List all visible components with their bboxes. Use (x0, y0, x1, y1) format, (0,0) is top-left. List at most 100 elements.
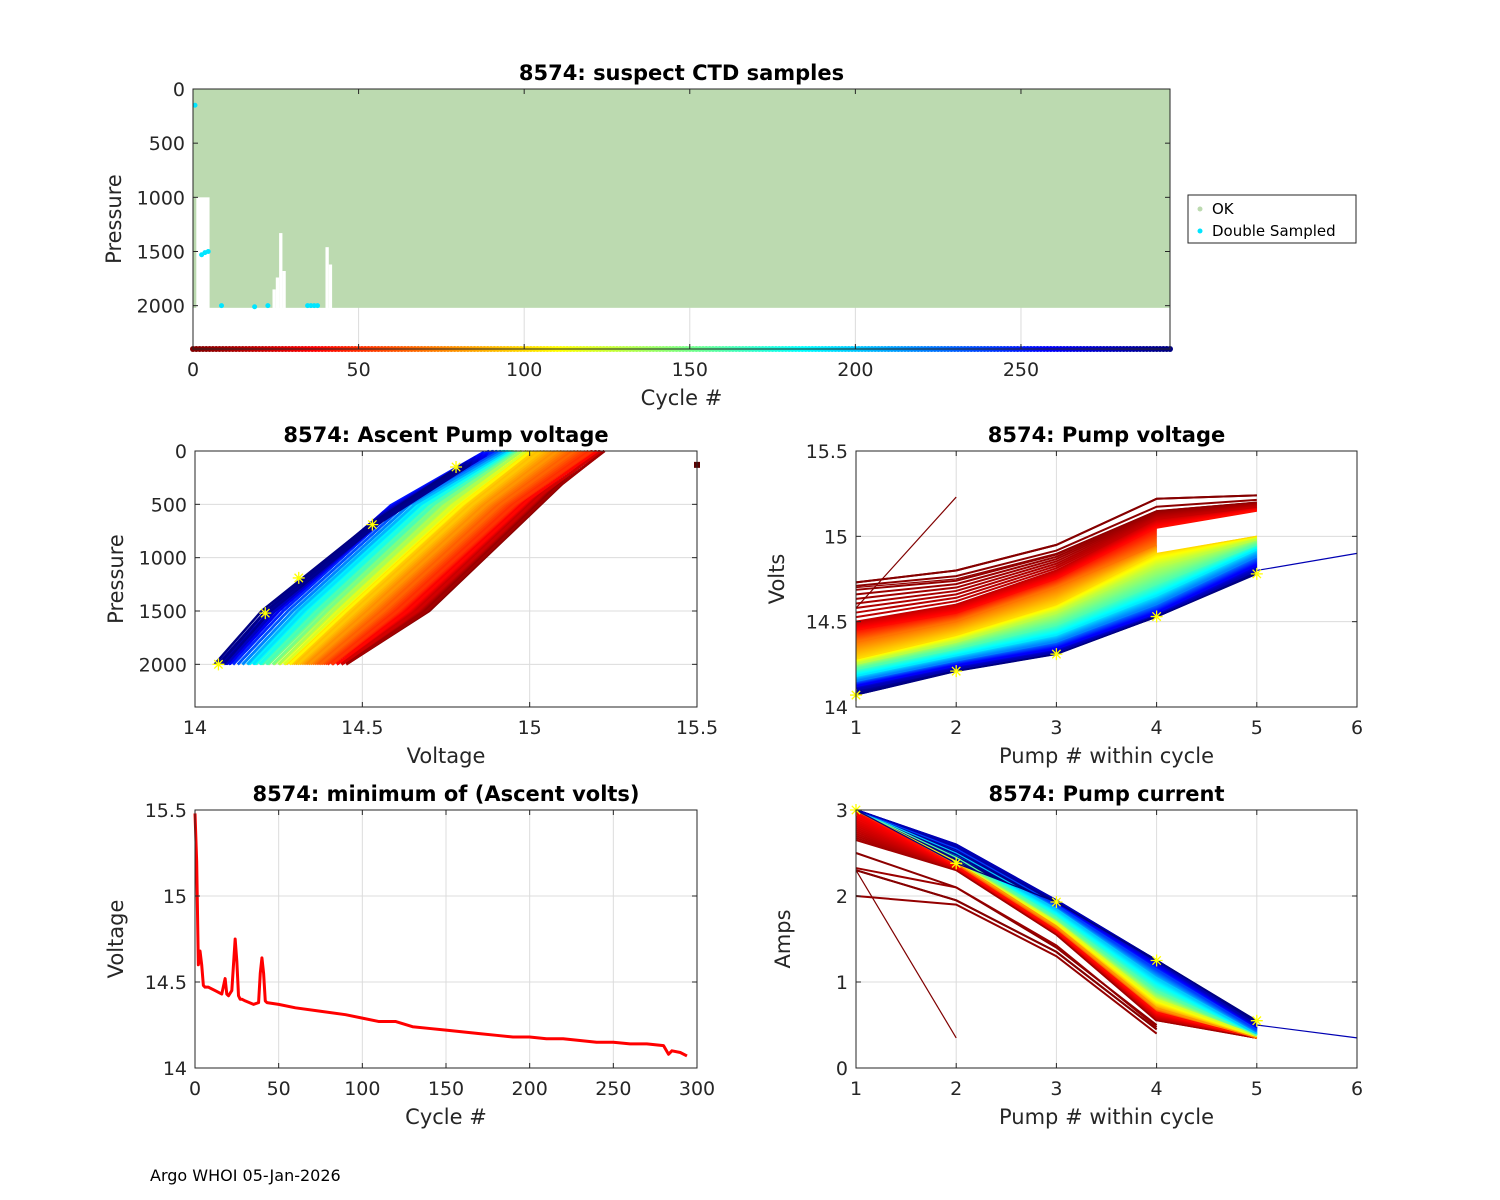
footer-credit: Argo WHOI 05-Jan-2026 (150, 1166, 341, 1185)
profile-line (298, 450, 546, 666)
legend: OK Double Sampled (1187, 194, 1357, 244)
x-tick-label: 14.5 (341, 717, 383, 739)
profile-line (324, 449, 586, 666)
profile-line (304, 449, 556, 666)
latest-cycle-marker (950, 665, 963, 678)
x-axis-label: Voltage (407, 744, 486, 768)
y-tick-label: 0 (836, 1058, 848, 1080)
profile-line (222, 464, 471, 666)
pump-series-160 (855, 809, 1258, 1036)
chart-suspect-ctd: 0 50 100 150 200 250 0 500 1000 1500 2000 8574: sus… (102, 61, 1173, 410)
y-tick-label: 14 (163, 1058, 187, 1080)
profile-line (313, 449, 569, 666)
pump-series-2 (855, 869, 1157, 1030)
profile-line (330, 449, 593, 666)
x-tick-label: 200 (512, 1078, 548, 1100)
profile-line (252, 449, 510, 666)
profile-line (345, 450, 606, 666)
axes-box (855, 809, 1358, 1069)
chart-pump-voltage: 1 2 3 4 5 6 14 14.5 15 15.5 8574: Pump voltage Pump… (765, 423, 1363, 768)
profile-line (246, 449, 506, 666)
profile-lines (213, 449, 606, 666)
pump-series-4 (855, 852, 1157, 1026)
profile-line (307, 450, 559, 666)
profile-line (292, 450, 539, 666)
x-tick-label: 2 (950, 1078, 962, 1100)
profile-line (322, 449, 583, 666)
y-tick-label: 3 (836, 800, 848, 822)
y-axis-label: Volts (765, 554, 789, 605)
x-tick-label: 250 (595, 1078, 631, 1100)
latest-cycle-marker (1150, 954, 1163, 967)
legend-marker (1197, 206, 1203, 212)
short-profile-gap (279, 233, 283, 309)
y-tick-label: 2000 (137, 296, 185, 318)
y-axis-label: Amps (771, 909, 795, 968)
chart-title: 8574: minimum of (Ascent volts) (252, 782, 639, 806)
plot-content (850, 804, 1358, 1039)
profile-line (300, 450, 549, 666)
pump-series-280 (855, 552, 1358, 691)
profile-line (321, 449, 579, 666)
legend-label: OK (1212, 200, 1235, 218)
pump-series-10 (855, 839, 1257, 1039)
x-tick-label: 4 (1151, 1078, 1163, 1100)
x-tick-label: 150 (672, 359, 708, 381)
profile-line (283, 449, 528, 666)
x-tick-label: 3 (1050, 1078, 1062, 1100)
legend-marker (1197, 228, 1203, 234)
x-tick-label: 100 (506, 359, 542, 381)
y-tick-label: 1 (836, 972, 848, 994)
y-tick-label: 14 (824, 697, 848, 719)
y-tick-label: 2 (836, 886, 848, 908)
ok-samples-region (193, 89, 1170, 308)
chart-min-ascent-volts: 0 50 100 150 200 250 300 14 14.5 15 15.5 8574: mini… (104, 782, 715, 1129)
plot-content (193, 813, 688, 1058)
latest-cycle-marker (259, 607, 272, 620)
y-tick-label: 15 (163, 886, 187, 908)
profile-line (311, 449, 566, 666)
chart-title: 8574: Ascent Pump voltage (283, 423, 608, 447)
pump-series-200 (855, 809, 1258, 1035)
latest-cycle-marker (366, 518, 379, 531)
pump-series-280 (855, 809, 1358, 1039)
x-tick-label: 50 (346, 359, 370, 381)
profile-line (258, 449, 512, 666)
axes-frame: 0 50 100 150 200 250 0 500 1000 1500 2000 8574: sus… (102, 61, 1171, 410)
y-tick-label: 1500 (137, 242, 185, 264)
legend-label: Double Sampled (1212, 222, 1336, 240)
profile-line (319, 449, 576, 666)
double-sampled-point (265, 303, 271, 309)
latest-cycle-marker (1250, 567, 1263, 580)
latest-cycle-marker (212, 658, 225, 671)
pump-series-2 (855, 494, 1257, 584)
pump-series-120 (855, 809, 1258, 1036)
x-tick-label: 15 (518, 717, 542, 739)
profile-line (315, 449, 573, 666)
latest-cycle-marker (1250, 1014, 1263, 1027)
pump-series-40 (855, 809, 1257, 1039)
x-tick-label: 250 (1003, 359, 1039, 381)
x-tick-label: 6 (1351, 717, 1363, 739)
y-tick-label: 1000 (137, 187, 185, 209)
profile-line (213, 465, 460, 666)
y-tick-label: 1000 (139, 548, 187, 570)
latest-cycle-marker (292, 571, 305, 584)
axes-frame: 1 2 3 4 5 6 14 14.5 15 15.5 8574: Pump voltage Pump… (765, 423, 1363, 768)
latest-cycle-marker (1050, 896, 1063, 909)
y-axis-label: Pressure (102, 174, 126, 264)
y-tick-label: 15.5 (806, 441, 848, 463)
x-tick-label: 1 (850, 1078, 862, 1100)
x-tick-label: 200 (837, 359, 873, 381)
double-sampled-point (315, 303, 321, 309)
x-tick-label: 150 (428, 1078, 464, 1100)
min-voltage-line (193, 813, 688, 1058)
pump-series-220 (855, 556, 1258, 682)
pump-series-0 (855, 496, 957, 609)
y-tick-label: 14.5 (145, 972, 187, 994)
pump-series-20 (855, 506, 1257, 623)
x-axis-label: Pump # within cycle (999, 1105, 1214, 1129)
profile-line (326, 449, 590, 666)
